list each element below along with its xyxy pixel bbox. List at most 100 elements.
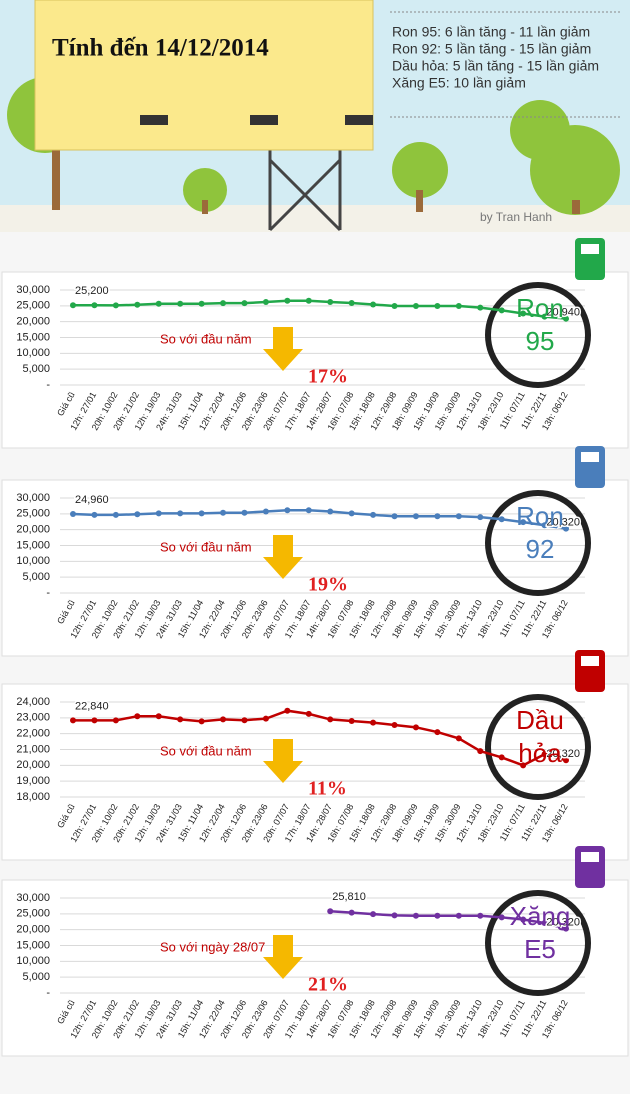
point <box>177 300 184 307</box>
decor-ring <box>485 282 591 388</box>
chart-panel: -5,00010,00015,00020,00025,00030,000Giá … <box>1 846 629 1057</box>
point <box>262 715 269 722</box>
y-tick-label: 10,000 <box>16 955 50 967</box>
point <box>305 297 312 304</box>
point <box>327 508 334 515</box>
point <box>70 717 76 724</box>
decor-ring <box>485 694 591 800</box>
point <box>198 718 205 725</box>
y-tick-label: 21,000 <box>16 743 50 755</box>
change-label: 19% <box>308 574 348 596</box>
y-tick-label: 23,000 <box>16 712 50 724</box>
point <box>327 299 334 306</box>
y-tick-label: 10,000 <box>16 347 50 359</box>
point <box>70 302 76 309</box>
credit: by Tran Hanh <box>480 210 552 224</box>
point <box>305 710 312 717</box>
point <box>391 721 398 728</box>
point <box>434 912 441 919</box>
point <box>412 302 419 309</box>
point <box>262 508 269 515</box>
point <box>348 718 355 724</box>
point <box>541 522 548 529</box>
point <box>520 916 527 923</box>
point <box>498 914 505 921</box>
chart-panel: 18,000 19,000 20,000 21,000 22,000 23,000 24,0… <box>1 650 629 861</box>
y-tick-label: 20,000 <box>16 524 50 536</box>
fuel-label: hỏa <box>518 738 562 768</box>
y-tick-label: 5,000 <box>22 971 50 983</box>
price-line <box>330 910 567 930</box>
change-label: 11% <box>308 778 347 800</box>
point <box>412 724 419 731</box>
point <box>370 301 377 308</box>
point <box>541 751 548 758</box>
point <box>134 301 141 308</box>
point <box>412 912 419 919</box>
down-arrow <box>263 535 303 579</box>
fuel-icon-window <box>581 656 599 666</box>
point <box>563 525 569 532</box>
point <box>541 920 548 927</box>
point <box>134 511 141 518</box>
panel-background <box>1 683 629 861</box>
y-tick-label: 19,000 <box>16 775 50 787</box>
y-tick-label: 10,000 <box>16 555 50 567</box>
point <box>455 735 462 742</box>
point <box>91 511 98 518</box>
stat-line: Xăng E5: 10 lần giảm <box>392 75 526 91</box>
point <box>91 302 98 309</box>
y-tick-label: - <box>46 379 50 391</box>
point <box>220 300 227 307</box>
y-tick-label: - <box>46 587 50 599</box>
point <box>198 510 205 517</box>
point <box>455 513 462 520</box>
y-tick-label: 20,000 <box>16 924 50 936</box>
point <box>305 507 312 514</box>
fuel-label: Ron <box>516 501 564 531</box>
point <box>434 302 441 309</box>
point <box>412 513 419 520</box>
price-line <box>73 709 567 767</box>
point <box>477 748 484 755</box>
point <box>348 510 355 517</box>
y-tick-label: 5,000 <box>22 363 50 375</box>
point <box>498 516 505 523</box>
point <box>112 511 119 518</box>
point <box>477 514 484 521</box>
header-title: Tính đến 14/12/2014 <box>52 35 269 62</box>
point <box>327 716 334 723</box>
lamps <box>140 115 373 125</box>
billboard <box>34 0 374 151</box>
point <box>262 299 269 306</box>
point <box>177 510 184 517</box>
point <box>477 912 484 919</box>
stat-line: Ron 92: 5 lần tăng - 15 lần giảm <box>392 41 591 57</box>
point <box>327 908 334 915</box>
comparison-note: So với đầu năm <box>160 743 252 758</box>
point <box>155 510 162 517</box>
fuel-label: Xăng <box>510 901 571 931</box>
value-label: 20,320 <box>546 517 580 529</box>
fuel-label: 92 <box>526 534 555 564</box>
point <box>563 757 569 764</box>
value-label: 24,960 <box>75 494 109 506</box>
change-label: 21% <box>308 974 348 996</box>
price-line <box>73 299 567 320</box>
point <box>112 302 119 309</box>
point <box>391 912 398 919</box>
y-tick-label: 5,000 <box>22 571 50 583</box>
y-tick-label: 22,000 <box>16 728 50 740</box>
point <box>370 719 377 726</box>
down-arrow <box>263 327 303 371</box>
point <box>177 716 184 723</box>
point <box>198 300 205 307</box>
point <box>112 717 119 724</box>
point <box>455 302 462 309</box>
fuel-label: E5 <box>524 934 556 964</box>
y-tick-label: 25,000 <box>16 908 50 920</box>
price-line <box>72 509 567 530</box>
decor-ring <box>485 890 591 996</box>
point <box>434 513 441 520</box>
y-tick-label: 15,000 <box>16 539 50 551</box>
